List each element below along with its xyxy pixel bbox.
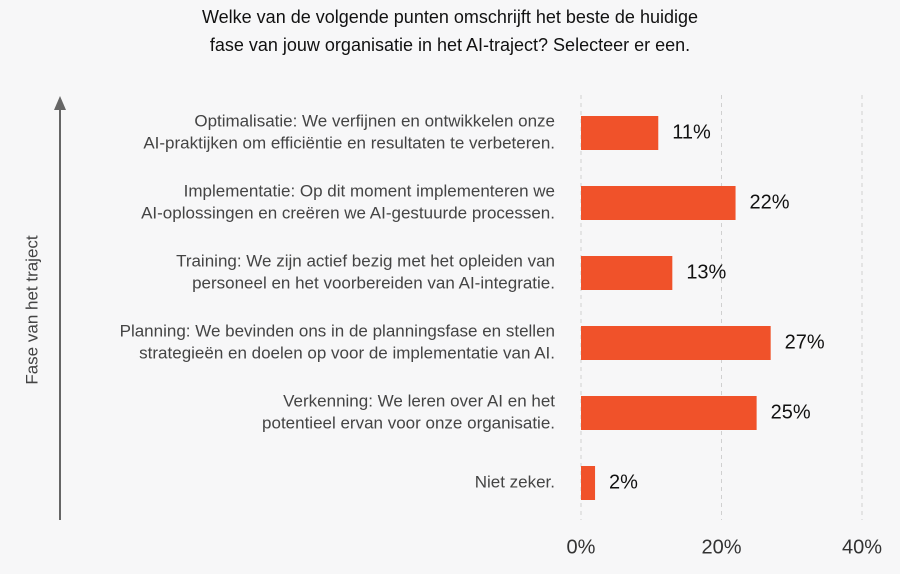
value-label: 27%	[785, 331, 825, 353]
bar	[581, 186, 736, 220]
value-label: 13%	[686, 261, 726, 283]
x-tick-label: 20%	[701, 536, 741, 558]
bar	[581, 466, 596, 500]
y-tick-label: Verkenning: We leren over AI en het	[283, 391, 555, 410]
x-tick-label: 0%	[567, 536, 596, 558]
y-tick-label: potentieel ervan voor onze organisatie.	[262, 413, 555, 432]
value-label: 25%	[771, 401, 811, 423]
y-tick-label: Optimalisatie: We verfijnen en ontwikkel…	[194, 111, 555, 130]
arrow-head	[54, 96, 66, 110]
y-tick-label: strategieën en doelen op voor de impleme…	[139, 343, 555, 362]
value-label: 22%	[750, 191, 790, 213]
chart-title: fase van jouw organisatie in het AI-traj…	[210, 35, 690, 55]
y-tick-label: Planning: We bevinden ons in de planning…	[120, 321, 555, 340]
value-label: 2%	[609, 471, 638, 493]
bar	[581, 396, 757, 430]
x-tick-label: 40%	[842, 536, 882, 558]
bar	[581, 326, 771, 360]
chart-title: Welke van de volgende punten omschrijft …	[202, 7, 698, 27]
y-tick-label: AI-praktijken om efficiëntie en resultat…	[143, 133, 555, 152]
y-axis-label: Fase van het traject	[22, 235, 41, 385]
y-tick-label: AI-oplossingen en creëren we AI-gestuurd…	[141, 203, 555, 222]
y-tick-label: Training: We zijn actief bezig met het o…	[176, 251, 555, 270]
bar	[581, 256, 673, 290]
y-tick-label: Niet zeker.	[475, 472, 555, 491]
y-tick-label: personeel en het voorbereiden van AI-int…	[192, 273, 555, 292]
bar	[581, 116, 659, 150]
y-tick-label: Implementatie: Op dit moment implementer…	[184, 181, 555, 200]
value-label: 11%	[672, 121, 711, 143]
